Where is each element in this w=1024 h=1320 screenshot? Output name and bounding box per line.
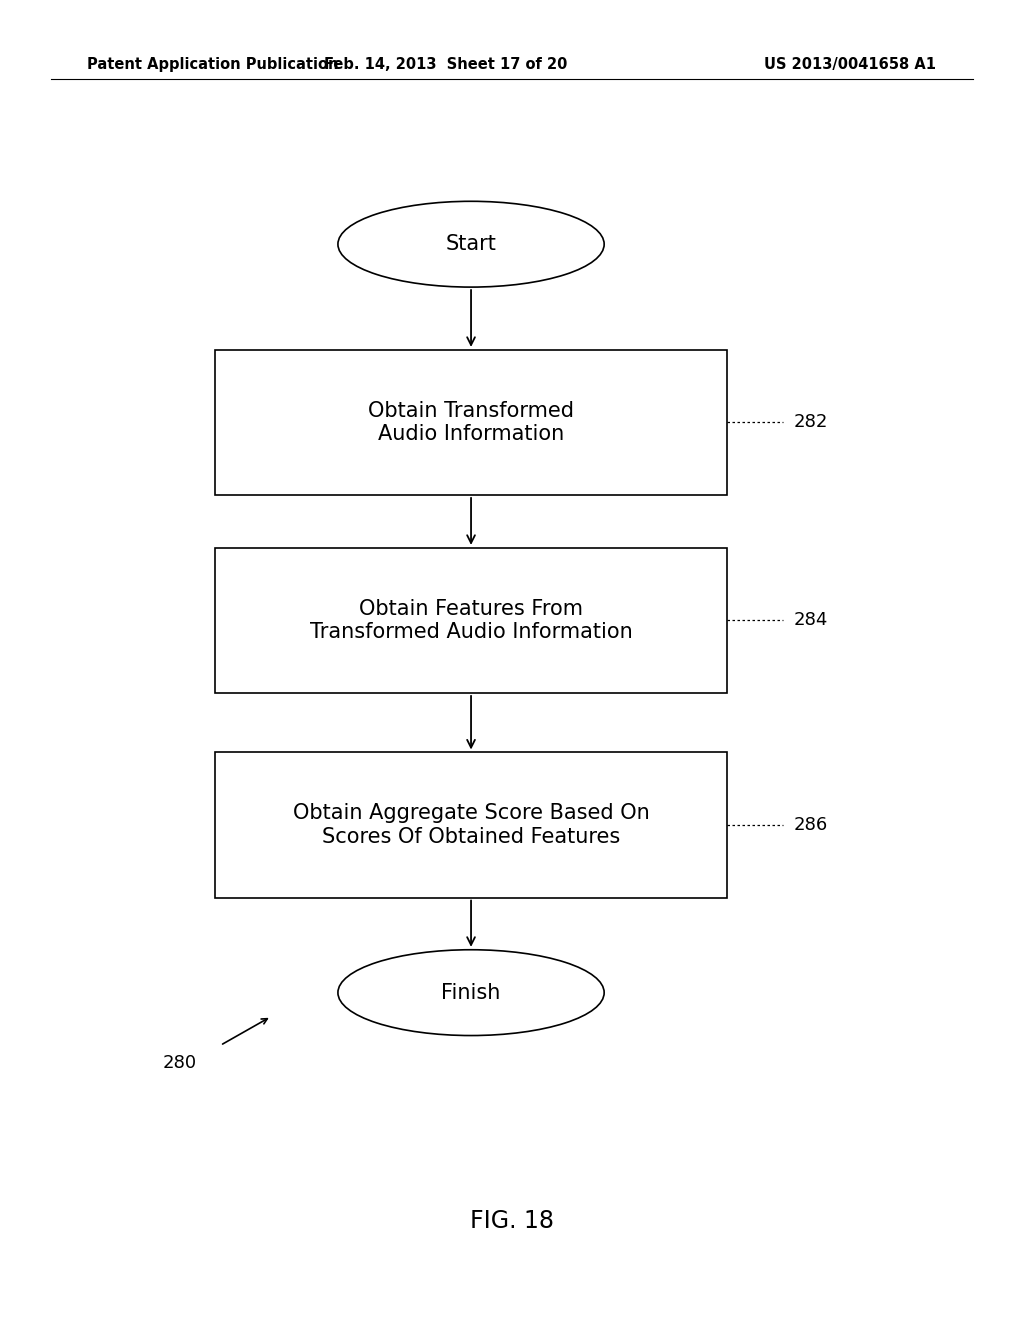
Text: Finish: Finish xyxy=(441,982,501,1003)
Text: 282: 282 xyxy=(794,413,828,432)
Text: Obtain Aggregate Score Based On
Scores Of Obtained Features: Obtain Aggregate Score Based On Scores O… xyxy=(293,804,649,846)
Bar xyxy=(215,752,727,898)
Text: US 2013/0041658 A1: US 2013/0041658 A1 xyxy=(764,57,936,73)
Bar xyxy=(215,350,727,495)
Text: Obtain Transformed
Audio Information: Obtain Transformed Audio Information xyxy=(368,401,574,444)
Ellipse shape xyxy=(338,950,604,1035)
Text: Patent Application Publication: Patent Application Publication xyxy=(87,57,339,73)
Text: Start: Start xyxy=(445,234,497,255)
Text: 286: 286 xyxy=(794,816,827,834)
Bar xyxy=(215,548,727,693)
Ellipse shape xyxy=(338,201,604,288)
Text: Feb. 14, 2013  Sheet 17 of 20: Feb. 14, 2013 Sheet 17 of 20 xyxy=(324,57,567,73)
Text: 280: 280 xyxy=(162,1053,197,1072)
Text: 284: 284 xyxy=(794,611,828,630)
Text: FIG. 18: FIG. 18 xyxy=(470,1209,554,1233)
Text: Obtain Features From
Transformed Audio Information: Obtain Features From Transformed Audio I… xyxy=(309,599,633,642)
